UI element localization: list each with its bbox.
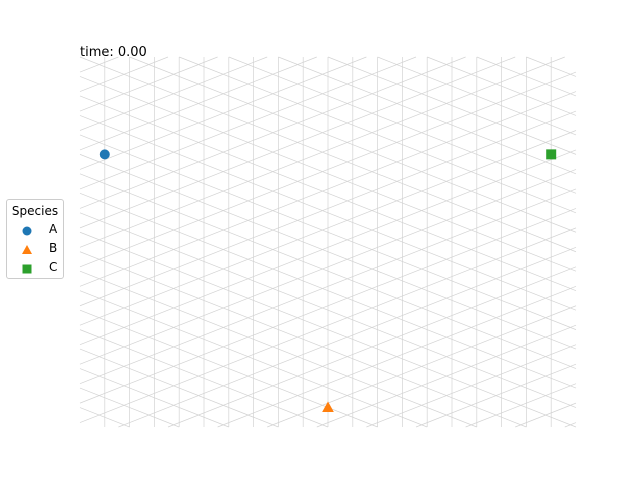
lattice-grid: [79, 56, 577, 428]
species-a-point: [99, 149, 110, 160]
grid-diagonal-line: [476, 56, 577, 97]
grid-diagonal-line: [79, 387, 180, 428]
grid-diagonal-line: [79, 134, 577, 330]
grid-diagonal-line: [79, 192, 577, 389]
grid-diagonal-line: [79, 169, 577, 365]
grid-diagonal-line: [79, 231, 577, 428]
legend-label-a: A: [49, 222, 58, 236]
grid-diagonal-line: [79, 154, 577, 350]
legend-entry-c: C: [7, 260, 63, 276]
grid-diagonal-line: [79, 95, 577, 292]
species-points: [99, 149, 557, 413]
species-b-point: [322, 401, 334, 413]
grid-diagonal-line: [228, 56, 577, 194]
grid-diagonal-line: [79, 149, 577, 346]
grid-diagonal-line: [79, 290, 428, 428]
grid-diagonal-line: [79, 208, 577, 404]
grid-diagonal-line: [79, 76, 577, 272]
time-label: time: 0.00: [80, 45, 147, 60]
grid-diagonal-line: [79, 56, 577, 253]
grid-diagonal-line: [327, 56, 577, 155]
legend-entry-a: A: [7, 222, 63, 238]
grid-diagonal-line: [79, 251, 527, 428]
grid-diagonal-line: [79, 407, 130, 428]
legend-entry-b: B: [7, 241, 63, 257]
grid-diagonal-line: [377, 56, 577, 136]
grid-diagonal-line: [79, 348, 279, 428]
legend-label-c: C: [49, 260, 58, 274]
grid-diagonal-line: [79, 173, 577, 369]
legend-title: Species: [11, 204, 59, 218]
grid-diagonal-line: [79, 130, 577, 326]
grid-diagonal-line: [79, 115, 577, 311]
legend: Species A B C: [6, 199, 64, 279]
grid-diagonal-line: [79, 212, 577, 408]
grid-diagonal-line: [79, 91, 577, 287]
grid-diagonal-line: [79, 270, 477, 428]
legend-square-marker: [22, 264, 32, 274]
grid-diagonal-line: [79, 71, 577, 268]
grid-diagonal-line: [129, 56, 577, 233]
legend-label-b: B: [49, 241, 58, 255]
grid-diagonal-line: [179, 56, 577, 214]
grid-diagonal-line: [278, 56, 577, 175]
grid-diagonal-line: [79, 329, 329, 428]
grid-diagonal-line: [79, 110, 577, 307]
legend-triangle-marker: [22, 245, 32, 254]
grid-diagonal-line: [427, 56, 577, 116]
species-c-point: [546, 149, 557, 160]
grid-diagonal-line: [79, 188, 577, 384]
grid-diagonal-line: [79, 227, 577, 423]
legend-circle-marker: [22, 226, 32, 236]
grid-diagonal-line: [79, 368, 229, 428]
grid-diagonal-line: [526, 56, 577, 77]
